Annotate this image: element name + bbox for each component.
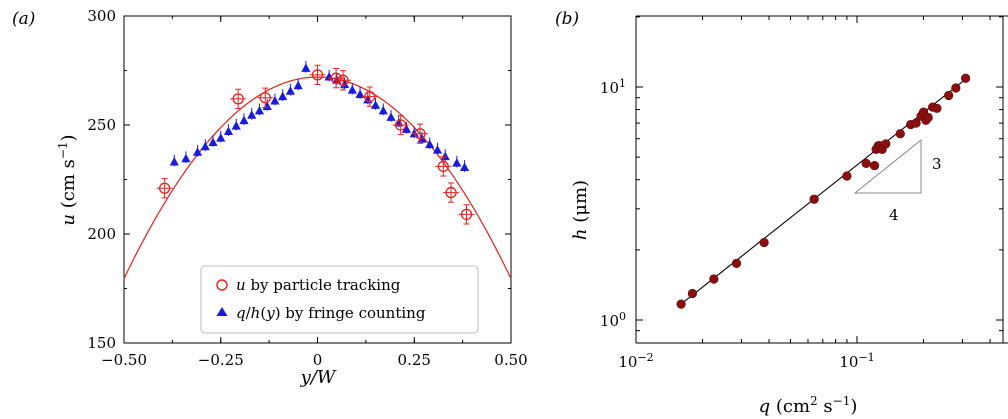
b-data-point xyxy=(731,258,742,268)
b-data-point xyxy=(861,158,871,169)
a-tracking-point xyxy=(460,208,473,221)
panel-b-ylabel: h (μm) xyxy=(570,180,591,240)
b-data-point xyxy=(895,129,905,139)
legend-label-tracking: u by particle tracking xyxy=(236,276,401,294)
panel-b-xlabel: q (cm2 s−1) xyxy=(759,394,858,417)
a-tracking-point xyxy=(311,69,324,81)
a-fringe-point xyxy=(301,63,311,72)
legend-marker-fringe xyxy=(216,307,228,316)
b-data-point xyxy=(676,299,686,309)
a-fringe-point xyxy=(254,105,265,115)
b-ytick-label: 100 xyxy=(600,310,626,331)
a-fringe-point xyxy=(223,126,234,136)
a-fit-line xyxy=(123,76,512,279)
b-data-point xyxy=(842,171,852,181)
b-data-point xyxy=(881,139,891,149)
slope-triangle-shape xyxy=(853,138,922,194)
b-data-point xyxy=(923,112,933,123)
b-data-point xyxy=(911,118,921,128)
a-fringe-point xyxy=(239,115,249,125)
panel-a-xlabel: y/W xyxy=(300,367,337,388)
b-xtick-label: 10−1 xyxy=(839,351,874,372)
panel-b: (b) 10−2 10−1 100 101 3 4 h (μm) q (cm2 s−1… xyxy=(555,9,1008,417)
a-ytick-label: 250 xyxy=(87,116,116,134)
a-xtick-label: 0 xyxy=(313,351,323,369)
a-tracking-point xyxy=(395,119,407,131)
a-fringe-point xyxy=(378,105,388,115)
a-fringe-point xyxy=(181,153,191,163)
a-fringe-point xyxy=(339,79,350,89)
b-data-point xyxy=(932,103,942,113)
a-fringe-point xyxy=(452,158,462,167)
a-fringe-point xyxy=(192,147,203,156)
a-tracking-point xyxy=(445,186,457,199)
a-ytick-label: 200 xyxy=(87,225,116,243)
a-tracking-point xyxy=(437,160,449,173)
panel-a-legend: u by particle tracking q/h(y) by fringe … xyxy=(200,265,479,334)
a-fringe-point xyxy=(425,139,435,149)
panel-a-ticks: −0.50 −0.25 0 0.25 0.50 150 200 250 300 xyxy=(87,7,527,369)
a-tracking-point xyxy=(330,72,342,84)
a-fringe-point xyxy=(347,85,357,94)
panel-b-points xyxy=(676,73,971,309)
a-ytick-label: 300 xyxy=(87,7,116,25)
a-fringe-point xyxy=(208,137,218,146)
b-data-point xyxy=(960,73,971,83)
a-fringe-point xyxy=(440,151,450,161)
panel-b-ticks: 10−2 10−1 100 101 xyxy=(600,16,1003,371)
a-fringe-point xyxy=(278,91,288,101)
a-fringe-point xyxy=(200,141,210,151)
a-tracking-point xyxy=(158,182,171,194)
a-fringe-point xyxy=(216,133,226,142)
a-fringe-point xyxy=(386,112,396,121)
slope-triangle: 3 4 xyxy=(853,138,942,224)
slope-rise-label: 3 xyxy=(932,155,942,173)
legend-label-fringe: q/h(y) by fringe counting xyxy=(236,304,426,322)
a-fringe-point xyxy=(169,157,179,166)
a-fringe-point xyxy=(432,145,443,154)
legend-box xyxy=(200,265,479,334)
panel-a-label: (a) xyxy=(12,9,35,29)
a-xtick-label: −0.25 xyxy=(198,351,244,369)
b-data-point xyxy=(869,160,880,171)
panel-a-ylabel: u (cm s−1) xyxy=(56,134,79,225)
a-tracking-point xyxy=(232,93,244,105)
a-xtick-label: −0.50 xyxy=(101,351,147,369)
a-fringe-point xyxy=(401,124,412,133)
a-fringe-point xyxy=(270,96,280,105)
b-data-point xyxy=(709,274,719,284)
a-fringe-point xyxy=(285,86,296,95)
a-tracking-point xyxy=(364,91,376,103)
b-data-point xyxy=(951,83,961,93)
a-fringe-point xyxy=(247,110,257,119)
a-tracking-point xyxy=(259,92,271,104)
a-tracking-point xyxy=(337,74,349,86)
a-xtick-label: 0.25 xyxy=(398,351,431,369)
a-xtick-label: 0.50 xyxy=(494,351,527,369)
slope-run-label: 4 xyxy=(889,206,899,224)
a-ytick-label: 150 xyxy=(87,334,116,352)
b-data-point xyxy=(944,90,954,101)
panel-a-fit-curve xyxy=(123,76,512,279)
legend-marker-tracking xyxy=(216,279,228,291)
a-fringe-point xyxy=(293,80,303,90)
a-tracking-point xyxy=(414,128,426,140)
a-fringe-point xyxy=(231,121,241,130)
b-data-point xyxy=(687,288,698,299)
panel-b-label: (b) xyxy=(555,9,579,29)
a-fringe-point xyxy=(459,162,470,172)
a-fringe-point xyxy=(355,89,365,98)
b-data-point xyxy=(809,194,819,204)
a-fringe-point xyxy=(370,100,381,109)
b-data-point xyxy=(759,237,769,248)
b-xtick-label: 10−2 xyxy=(618,351,653,372)
b-ytick-label: 101 xyxy=(600,77,626,98)
panel-a-points xyxy=(156,60,475,225)
a-fringe-point xyxy=(409,128,419,138)
